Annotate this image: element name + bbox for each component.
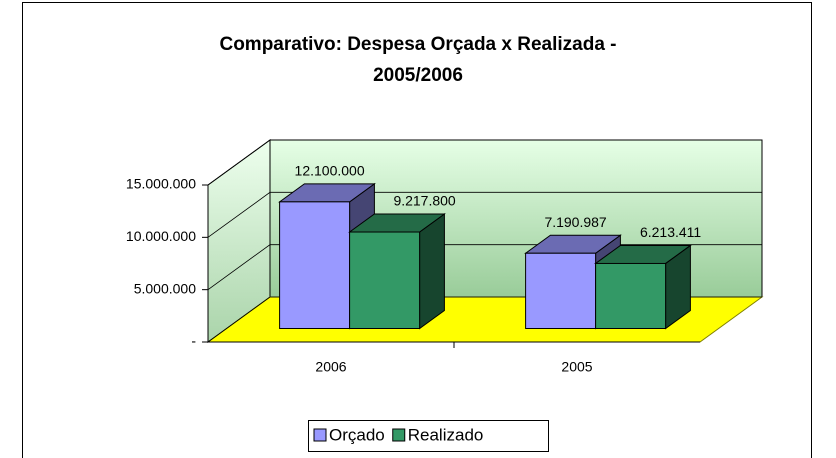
- bar-side: [419, 213, 445, 330]
- y-tick-label: 10.000.000: [126, 228, 196, 244]
- chart-title: Comparativo: Despesa Orçada x Realizada …: [219, 34, 616, 55]
- data-label: 9.217.800: [393, 193, 455, 209]
- legend: Orçado Realizado: [308, 420, 549, 452]
- y-tick-label: 5.000.000: [134, 280, 196, 296]
- data-label: 6.213.411: [640, 224, 701, 240]
- grid-line: [207, 139, 762, 186]
- grid-line: [207, 191, 762, 238]
- x-tick-label: 2006: [315, 359, 346, 375]
- data-label: 7.190.987: [544, 214, 606, 230]
- bar-front: [279, 201, 351, 329]
- bar: [594, 244, 692, 330]
- bar-front: [349, 231, 421, 329]
- bar-front: [525, 252, 597, 329]
- legend-swatch: [392, 428, 406, 442]
- legend-box: [308, 420, 549, 452]
- legend-label: Realizado: [408, 425, 484, 444]
- bar: [348, 213, 446, 330]
- chart-title: 2005/2006: [373, 65, 463, 86]
- y-tick-label: -: [191, 333, 196, 349]
- legend-swatch: [313, 428, 327, 442]
- legend-label: Orçado: [329, 425, 385, 444]
- bar-front: [595, 262, 667, 330]
- data-label: 12.100.000: [295, 163, 365, 179]
- x-tick-label: 2005: [561, 359, 592, 375]
- y-tick-label: 15.000.000: [126, 176, 196, 192]
